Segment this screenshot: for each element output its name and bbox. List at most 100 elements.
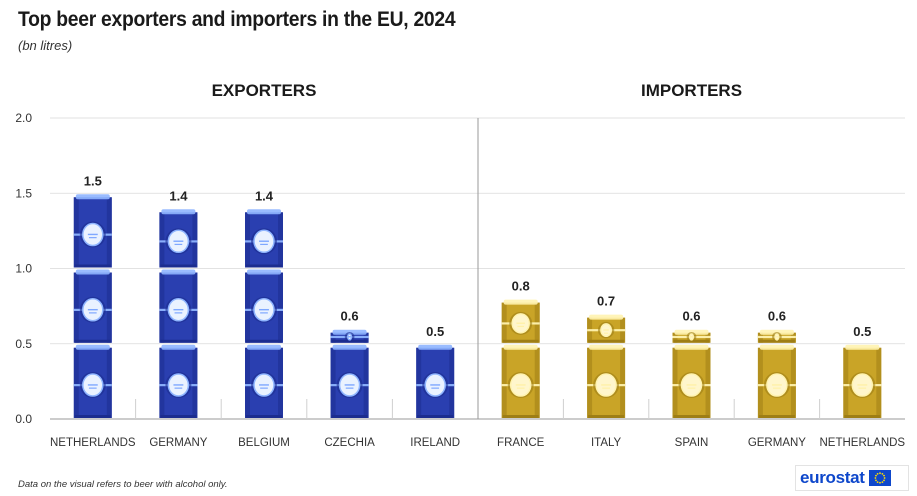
can-badge-line (771, 384, 782, 386)
can-lid (418, 344, 453, 350)
can-badge-line (516, 387, 525, 389)
can-badge-line (690, 336, 693, 338)
can-segment (73, 344, 112, 418)
y-tick-label: 1.0 (15, 262, 32, 276)
data-label: 0.6 (341, 309, 359, 324)
can-lid (247, 344, 281, 350)
can-segment (245, 269, 283, 343)
can-segment (587, 344, 626, 418)
can-segment (501, 299, 540, 343)
data-label: 0.6 (768, 309, 786, 324)
can-segment (330, 344, 369, 418)
can-segment (672, 344, 711, 418)
can-segment (672, 329, 711, 343)
data-label: 1.4 (255, 188, 274, 203)
can-badge-line (88, 387, 97, 389)
can-rim (74, 264, 111, 268)
can-shade-right (363, 347, 369, 418)
bar-0-0 (73, 194, 112, 418)
data-label: 0.6 (682, 309, 700, 324)
eurostat-logo-text: eurostat (800, 468, 865, 487)
can-badge-line (602, 387, 610, 389)
data-label: 0.8 (512, 279, 530, 294)
footnote: Data on the visual refers to beer with a… (18, 479, 228, 490)
can-badge-line (516, 322, 525, 324)
can-lid (75, 344, 110, 350)
can-badge-line (260, 243, 268, 246)
bar-0-2 (245, 209, 283, 418)
can-shade-left (245, 347, 250, 418)
can-rim (588, 339, 625, 343)
can-rim (74, 415, 111, 418)
can-badge-line (259, 308, 269, 311)
can-segment (73, 194, 112, 268)
can-shade-right (278, 272, 283, 343)
can-lid (503, 299, 538, 305)
can-segment (757, 344, 796, 418)
can-lid (845, 344, 880, 350)
can-rim (246, 339, 282, 343)
can-shade-left (159, 347, 165, 418)
x-tick-label: FRANCE (497, 437, 545, 449)
y-tick-label: 0.5 (15, 337, 32, 351)
can-badge-line (601, 384, 612, 386)
can-badge-line (174, 312, 183, 314)
data-label: 0.5 (426, 324, 444, 339)
can-badge-line (348, 336, 351, 338)
x-tick-label: GERMANY (748, 437, 806, 449)
can-shade-left (159, 272, 165, 343)
can-rim (160, 415, 197, 418)
can-shade-right (449, 347, 455, 418)
can-badge-line (87, 308, 98, 311)
can-shade-right (534, 347, 540, 418)
can-badge-line (348, 339, 351, 341)
can-shade-left (416, 347, 422, 418)
can-badge-line (345, 387, 354, 389)
can-badge-line (515, 384, 526, 386)
can-badge-line (260, 387, 268, 389)
can-shade-left (245, 212, 250, 268)
can-segment (501, 344, 540, 418)
can-shade-left (843, 347, 849, 418)
can-rim (502, 415, 539, 418)
x-tick-label: ITALY (591, 437, 622, 449)
can-lid (161, 209, 196, 215)
can-segment (159, 344, 198, 418)
can-badge-line (174, 387, 183, 389)
bar-0-1 (159, 209, 198, 418)
can-lid (75, 194, 110, 200)
bar-1-3 (757, 329, 796, 418)
can-shade-right (620, 347, 626, 418)
y-tick-label: 1.5 (15, 186, 32, 200)
bar-0-4 (416, 344, 455, 418)
can-segment (73, 269, 112, 343)
can-lid (247, 269, 281, 275)
can-lid (247, 209, 281, 215)
can-lid (589, 314, 624, 320)
can-rim (74, 339, 111, 343)
can-badge-line (88, 237, 97, 239)
can-badge-line (517, 325, 525, 328)
y-tick-label: 0.0 (15, 412, 32, 426)
chart-title: Top beer exporters and importers in the … (18, 8, 456, 31)
can-badge-line (687, 387, 696, 389)
can-rim (160, 339, 197, 343)
can-shade-left (587, 347, 593, 418)
data-label: 1.5 (84, 173, 102, 188)
x-tick-label: NETHERLANDS (819, 437, 905, 449)
can-shade-right (192, 212, 198, 268)
can-badge-line (431, 387, 440, 389)
can-shade-right (106, 272, 112, 343)
can-rim (331, 415, 368, 418)
can-shade-right (278, 212, 283, 268)
bar-1-1 (587, 314, 626, 418)
can-rim (502, 339, 539, 343)
can-badge-line (173, 384, 184, 386)
eu-flag-icon (868, 470, 891, 486)
can-shade-right (790, 347, 796, 418)
can-badge-line (686, 384, 697, 386)
can-badge-line (603, 332, 609, 334)
can-segment (587, 314, 626, 343)
can-shade-left (330, 347, 336, 418)
